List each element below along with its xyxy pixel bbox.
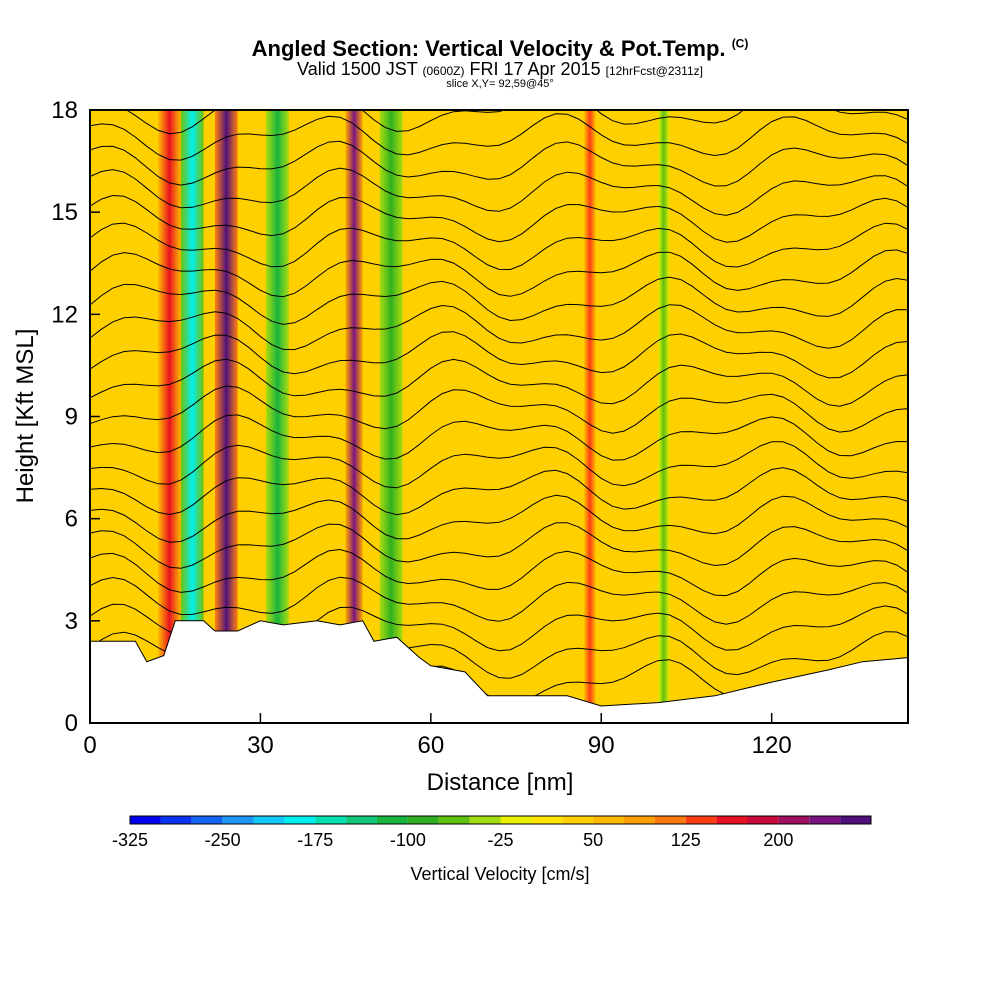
colorbar-tick-label: 125 (671, 830, 701, 850)
colorbar-tick-label: -25 (487, 830, 513, 850)
colorbar-cell (191, 816, 223, 824)
theta-contour (90, 222, 908, 271)
colorbar-tick-label: -325 (112, 830, 148, 850)
theta-contour (90, 414, 908, 461)
colorbar-tick-label: -250 (205, 830, 241, 850)
subtitle-zulu: (0600Z) (422, 64, 465, 78)
colorbar-tick-label: -100 (390, 830, 426, 850)
velocity-band (345, 110, 363, 723)
theta-contour (90, 358, 908, 407)
velocity-band (266, 110, 289, 723)
theta-contour (90, 194, 908, 243)
subtitle-date: FRI 17 Apr 2015 (469, 59, 601, 79)
y-tick-label: 6 (65, 506, 78, 533)
theta-contour (90, 304, 908, 351)
theta-contour (90, 276, 908, 325)
subtitle-forecast: [12hrFcst@2311z] (605, 64, 703, 78)
colorbar-cell (253, 816, 285, 824)
colorbar-cell (716, 816, 748, 824)
x-axis: 0 30 60 90 120 (83, 713, 792, 759)
theta-contour (90, 140, 908, 187)
theta-contour (90, 167, 908, 216)
colorbar-tick-label: 50 (583, 830, 603, 850)
theta-contour (90, 548, 908, 597)
colorbar-label: Vertical Velocity [cm/s] (410, 864, 589, 884)
y-tick-label: 9 (65, 404, 78, 431)
colorbar-cell (377, 816, 408, 824)
y-tick-label: 0 (65, 710, 78, 737)
theta-contour (90, 385, 908, 434)
colorbar-cell (407, 816, 439, 824)
theta-contour (90, 576, 908, 625)
colorbar-cell (160, 816, 192, 824)
theta-contour (90, 441, 908, 489)
terrain-mask (89, 620, 909, 724)
colorbar-cell (562, 816, 594, 824)
theta-contour (90, 467, 908, 516)
chart-subtitle: Valid 1500 JST (0600Z) FRI 17 Apr 2015 [… (0, 59, 1000, 80)
velocity-band (214, 110, 238, 723)
x-tick-label: 90 (588, 732, 615, 759)
x-tick-label: 30 (247, 732, 274, 759)
colorbar: -325 -250 -175 -100 -25 50 125 200 (112, 815, 872, 850)
theta-contour (90, 494, 908, 543)
slice-label: slice X,Y= 92,59@45° (446, 78, 554, 90)
y-tick-label: 18 (51, 97, 78, 124)
velocity-band (180, 110, 204, 723)
subtitle-valid: Valid 1500 JST (297, 59, 418, 79)
x-tick-label: 0 (83, 732, 96, 759)
colorbar-cell (500, 816, 532, 824)
velocity-band (658, 110, 670, 723)
y-tick-label: 3 (65, 608, 78, 635)
theta-contour (90, 113, 908, 161)
theta-contour (125, 110, 908, 135)
theta-contour (90, 522, 908, 569)
colorbar-frame (129, 815, 872, 825)
colorbar-cell (778, 816, 810, 824)
colorbar-cell (809, 816, 841, 824)
y-axis-label: Height [Kft MSL] (12, 329, 39, 504)
colorbar-cell (346, 816, 377, 824)
colorbar-cell (531, 816, 563, 824)
y-tick-label: 12 (51, 301, 78, 328)
theta-contour (90, 249, 908, 298)
colorbar-tick-label: -175 (297, 830, 333, 850)
colorbar-cell (130, 816, 161, 824)
colorbar-cell (685, 816, 717, 824)
colorbar-cell (654, 816, 686, 824)
velocity-band (379, 110, 403, 723)
colorbar-cell (840, 816, 871, 824)
colorbar-cell (593, 816, 624, 824)
y-axis: 0 3 6 9 12 15 18 (51, 97, 100, 737)
title-suffix: (C) (731, 36, 749, 51)
colorbar-cell (624, 816, 655, 824)
colorbar-cell (438, 816, 470, 824)
x-tick-label: 120 (752, 732, 792, 759)
velocity-band (158, 110, 181, 723)
colorbar-tick-label: 200 (763, 830, 793, 850)
x-tick-label: 60 (417, 732, 444, 759)
colorbar-cell (222, 816, 254, 824)
chart-title: Angled Section: Vertical Velocity & Pot.… (251, 36, 749, 61)
colorbar-cell (284, 816, 316, 824)
theta-contour (90, 331, 908, 379)
x-axis-label: Distance [nm] (427, 769, 574, 796)
y-tick-label: 15 (51, 199, 78, 226)
colorbar-cell (469, 816, 501, 824)
velocity-band (584, 110, 596, 723)
colorbar-cell (315, 816, 347, 824)
colorbar-cell (747, 816, 779, 824)
